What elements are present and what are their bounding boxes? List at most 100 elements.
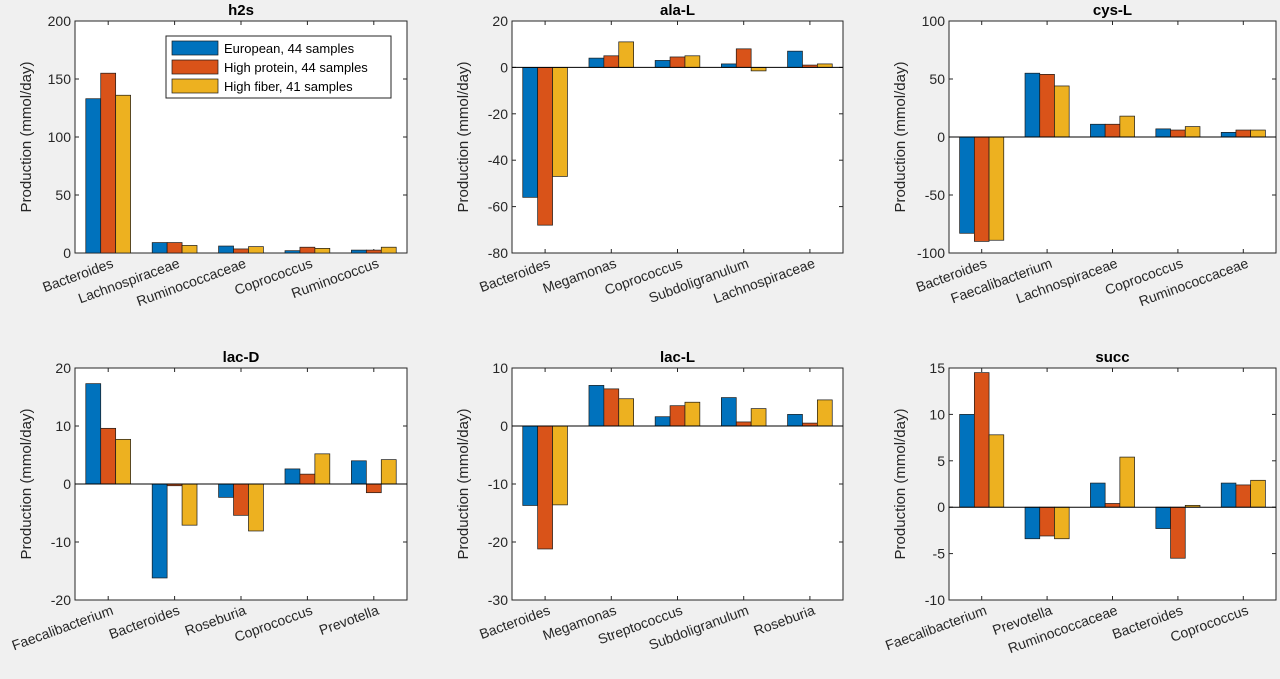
y-tick-label: -10 (925, 592, 945, 608)
bar-lachnospiraceae-series-1 (151, 242, 168, 254)
bar-lachnospiraceae-series-2 (166, 242, 183, 254)
y-axis-label: Production (mmol/day) (18, 409, 35, 560)
y-axis-label: Production (mmol/day) (18, 62, 35, 213)
bar-lachnospiraceae-series-2 (1104, 123, 1121, 138)
bar-bacteroides-series-1 (85, 98, 102, 254)
y-tick-label: -5 (933, 546, 946, 562)
y-tick-label: 0 (500, 418, 508, 434)
bar-megamonas-series-2 (603, 55, 620, 68)
y-tick-label: -20 (488, 106, 508, 122)
y-tick-label: 5 (937, 453, 945, 469)
bar-bacteroides-series-3 (181, 483, 198, 526)
y-tick-label: -10 (51, 534, 71, 550)
bar-subdoligranulum-series-2 (735, 421, 752, 427)
bar-lachnospiraceae-series-3 (181, 245, 198, 254)
y-axis-label: Production (mmol/day) (892, 62, 909, 213)
bar-coprococcus-series-1 (284, 250, 301, 254)
y-tick-label: -60 (488, 199, 508, 215)
bar-streptococcus-series-2 (669, 405, 686, 427)
bar-faecalibacterium-series-1 (1024, 72, 1041, 138)
y-tick-label: -80 (488, 245, 508, 261)
bar-coprococcus-series-3 (314, 453, 331, 485)
bar-streptococcus-series-3 (684, 401, 701, 427)
bar-ruminococcaceae-series-2 (1104, 503, 1121, 508)
bar-coprococcus-series-1 (654, 60, 671, 68)
y-tick-label: 15 (929, 360, 945, 376)
y-axis-label: Production (mmol/day) (892, 409, 909, 560)
bar-lachnospiraceae-series-1 (1090, 123, 1106, 138)
bar-faecalibacterium-series-3 (1054, 85, 1070, 138)
bar-roseburia-series-3 (248, 483, 264, 532)
y-axis-label: Production (mmol/day) (455, 62, 472, 213)
bar-faecalibacterium-series-2 (973, 372, 990, 508)
bar-coprococcus-series-2 (1170, 129, 1186, 138)
y-tick-label: 20 (492, 13, 508, 29)
bar-ruminococcaceae-series-1 (218, 245, 234, 254)
bar-bacteroides-series-3 (115, 94, 131, 254)
bar-megamonas-series-1 (588, 385, 605, 427)
bar-faecalibacterium-series-1 (85, 383, 102, 485)
bar-roseburia-series-1 (787, 414, 803, 427)
bar-faecalibacterium-series-3 (988, 434, 1005, 508)
chart-title: lac-D (223, 349, 260, 366)
bar-subdoligranulum-series-1 (721, 397, 737, 427)
chart-title: h2s (228, 2, 254, 19)
bar-bacteroides-series-2 (973, 136, 990, 242)
bar-coprococcus-series-1 (284, 468, 301, 485)
bar-coprococcus-series-1 (1155, 128, 1171, 138)
bar-ruminococcaceae-series-3 (1119, 456, 1135, 508)
bar-megamonas-series-3 (618, 398, 634, 427)
subplot-ala-L: ala-L -80 -60 -40 -20 0 20 Production (mmol/day… (455, 2, 844, 306)
bar-bacteroides-series-2 (537, 67, 553, 226)
bar-prevotella-series-3 (1054, 506, 1070, 540)
y-tick-label: 0 (63, 476, 71, 492)
bar-coprococcus-series-2 (299, 246, 316, 254)
bar-prevotella-series-1 (1024, 506, 1041, 540)
y-tick-label: -20 (51, 592, 71, 608)
y-tick-label: 100 (922, 13, 946, 29)
y-tick-label: 0 (937, 499, 945, 515)
legend: European, 44 samples High protein, 44 sam… (165, 35, 392, 99)
chart-title: lac-L (660, 349, 695, 366)
legend-label: High protein, 44 samples (224, 60, 368, 75)
y-tick-label: 10 (929, 406, 945, 422)
chart-title: cys-L (1093, 2, 1132, 19)
bar-coprococcus-series-1 (1220, 482, 1237, 508)
bar-ruminococcaceae-series-3 (1250, 129, 1266, 138)
bar-subdoligranulum-series-1 (721, 63, 737, 68)
chart-title: succ (1095, 349, 1129, 366)
bar-ruminococcaceae-series-3 (248, 246, 264, 254)
bar-bacteroides-series-1 (522, 67, 539, 198)
bar-bacteroides-series-2 (1170, 506, 1186, 559)
bar-streptococcus-series-1 (654, 416, 671, 427)
bar-coprococcus-series-3 (1250, 479, 1266, 508)
bar-lachnospiraceae-series-3 (816, 63, 833, 68)
y-axis-label: Production (mmol/day) (455, 409, 472, 560)
legend-swatch (171, 40, 219, 56)
bar-megamonas-series-1 (588, 57, 605, 68)
y-tick-label: -100 (917, 245, 945, 261)
y-tick-label: 200 (48, 13, 72, 29)
bar-subdoligranulum-series-2 (735, 48, 752, 68)
bar-prevotella-series-2 (365, 483, 382, 494)
legend-label: High fiber, 41 samples (224, 79, 353, 94)
y-tick-label: 0 (63, 245, 71, 261)
y-tick-label: 10 (55, 418, 71, 434)
bar-coprococcus-series-3 (1184, 126, 1201, 138)
bar-bacteroides-series-3 (552, 425, 568, 506)
chart-title: ala-L (660, 2, 695, 19)
bar-prevotella-series-1 (351, 460, 367, 485)
bar-ruminococcaceae-series-2 (1235, 129, 1252, 138)
y-tick-label: 0 (937, 129, 945, 145)
bar-roseburia-series-2 (233, 483, 249, 516)
bar-lachnospiraceae-series-3 (1119, 115, 1135, 138)
bar-ruminococcaceae-series-2 (233, 248, 249, 254)
legend-label: European, 44 samples (224, 41, 355, 56)
bar-prevotella-series-2 (1039, 506, 1055, 537)
bar-bacteroides-series-3 (988, 136, 1005, 241)
bar-ruminococcus-series-2 (365, 249, 382, 254)
bar-bacteroides-series-1 (959, 136, 975, 234)
bar-bacteroides-series-1 (1155, 506, 1171, 529)
legend-swatch (171, 78, 219, 94)
